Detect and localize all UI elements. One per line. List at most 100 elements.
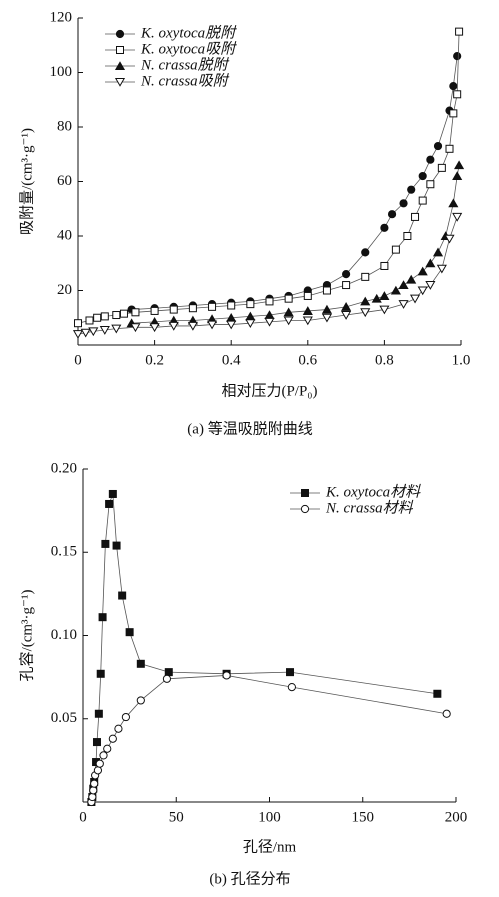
legend-label: N. crassa吸附 xyxy=(140,72,230,89)
data-point xyxy=(111,324,122,334)
data-point xyxy=(371,293,382,303)
data-point xyxy=(426,155,435,164)
y-tick-label: 120 xyxy=(50,9,73,25)
x-tick-label: 0 xyxy=(79,809,87,825)
data-point xyxy=(303,291,312,300)
x-axis-label: 孔径/nm xyxy=(243,838,297,855)
data-point xyxy=(417,286,428,296)
data-point xyxy=(136,696,145,705)
data-point xyxy=(283,307,294,317)
data-point xyxy=(283,316,294,326)
data-point xyxy=(391,245,400,254)
x-tick-label: 0 xyxy=(74,352,82,368)
data-point xyxy=(136,659,145,668)
legend-label: K. oxytoca材料 xyxy=(325,483,421,500)
data-point xyxy=(437,163,446,172)
data-point xyxy=(208,302,217,311)
data-point xyxy=(93,313,102,322)
x-tick-label: 0.4 xyxy=(222,352,241,368)
data-point xyxy=(449,109,458,118)
legend-marker xyxy=(114,61,126,70)
data-point xyxy=(119,309,128,318)
data-point xyxy=(125,628,134,637)
y-tick-label: 20 xyxy=(57,282,72,298)
data-point xyxy=(112,541,121,550)
data-point xyxy=(246,300,255,309)
data-point xyxy=(101,539,110,548)
legend-label: N. crassa脱附 xyxy=(140,56,230,73)
data-point xyxy=(417,266,428,276)
data-point xyxy=(322,286,331,295)
data-point xyxy=(245,319,256,329)
data-point xyxy=(453,90,462,99)
data-point xyxy=(321,304,333,314)
y-tick-label: 0.15 xyxy=(51,544,77,560)
legend-label: K. oxytoca吸附 xyxy=(140,40,237,57)
y-tick-label: 0.10 xyxy=(51,627,77,643)
x-tick-label: 0.6 xyxy=(298,352,317,368)
data-point xyxy=(264,317,275,327)
data-point xyxy=(321,313,333,323)
data-point xyxy=(302,316,313,326)
data-point xyxy=(222,671,231,680)
legend-marker xyxy=(114,78,126,87)
data-point xyxy=(444,234,455,244)
data-point xyxy=(426,180,435,189)
data-point xyxy=(432,247,444,257)
data-point xyxy=(103,744,112,753)
data-point xyxy=(149,323,160,333)
data-point xyxy=(150,306,159,315)
data-point xyxy=(108,734,117,743)
data-point xyxy=(98,613,107,622)
data-point xyxy=(399,199,408,208)
caption: (b) 孔径分布 xyxy=(209,870,290,887)
data-point xyxy=(118,591,127,600)
data-point xyxy=(433,689,442,698)
data-point xyxy=(361,272,370,281)
x-tick-label: 50 xyxy=(169,809,184,825)
data-point xyxy=(105,499,114,508)
x-tick-label: 1.0 xyxy=(452,352,471,368)
data-point xyxy=(130,323,141,333)
data-point xyxy=(445,144,454,153)
data-point xyxy=(112,311,121,320)
y-tick-label: 0.20 xyxy=(51,460,77,476)
series-line xyxy=(77,31,460,324)
data-point xyxy=(227,301,236,310)
data-point xyxy=(121,712,130,722)
y-tick-label: 60 xyxy=(57,173,72,189)
data-point xyxy=(418,171,427,181)
data-point xyxy=(72,330,84,339)
data-point xyxy=(80,328,91,338)
x-tick-label: 150 xyxy=(352,809,375,825)
data-point xyxy=(379,291,390,300)
data-point xyxy=(93,766,103,775)
data-point xyxy=(361,248,370,257)
legend-label: K. oxytoca脱附 xyxy=(140,24,237,41)
data-point xyxy=(131,308,140,317)
data-point xyxy=(436,264,447,274)
data-point xyxy=(411,212,420,221)
data-point xyxy=(455,27,464,36)
data-point xyxy=(409,294,421,304)
data-point xyxy=(286,668,295,677)
y-tick-label: 100 xyxy=(50,64,73,80)
data-point xyxy=(407,185,416,194)
x-tick-label: 100 xyxy=(258,809,281,825)
data-point xyxy=(92,738,101,747)
data-point xyxy=(387,210,397,219)
data-point xyxy=(226,320,237,330)
data-point xyxy=(114,724,123,733)
data-point xyxy=(302,306,313,315)
data-point xyxy=(99,751,108,760)
legend-marker xyxy=(301,489,309,497)
y-tick-label: 0.05 xyxy=(51,710,77,726)
series-line xyxy=(131,56,458,310)
legend-marker xyxy=(300,504,310,514)
data-point xyxy=(342,281,351,290)
data-point xyxy=(187,321,198,331)
data-point xyxy=(360,308,371,318)
data-point xyxy=(88,792,97,802)
data-point xyxy=(379,305,390,315)
